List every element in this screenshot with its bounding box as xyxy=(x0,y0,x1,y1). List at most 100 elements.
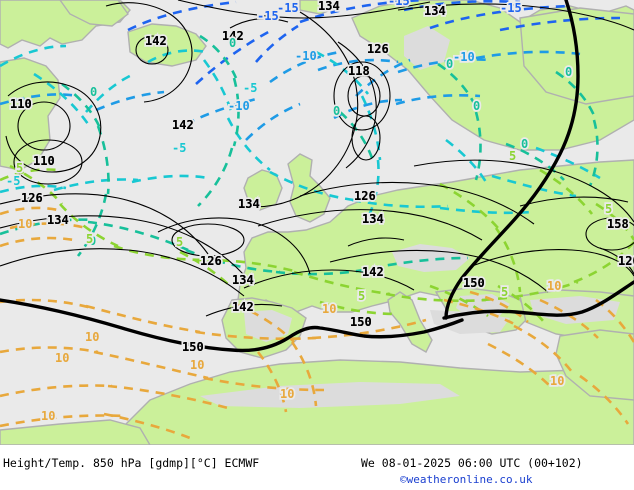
svg-text:134: 134 xyxy=(47,213,69,227)
svg-text:5: 5 xyxy=(501,285,508,299)
isotherm-label-5-24: 55 xyxy=(603,200,614,218)
svg-text:5: 5 xyxy=(16,161,23,175)
svg-text:134: 134 xyxy=(232,273,254,287)
svg-text:10: 10 xyxy=(550,374,564,388)
svg-text:142: 142 xyxy=(362,265,384,279)
isotherm-zero-dashed xyxy=(0,34,599,276)
contour-110-a xyxy=(17,101,71,151)
svg-text:0: 0 xyxy=(333,104,340,118)
svg-text:142: 142 xyxy=(222,29,244,43)
svg-text:-5: -5 xyxy=(6,174,20,188)
isotherm-minus10 xyxy=(0,50,581,141)
svg-text:134: 134 xyxy=(47,213,69,227)
svg-text:-15: -15 xyxy=(257,9,279,23)
svg-text:5: 5 xyxy=(176,235,183,249)
svg-text:134: 134 xyxy=(318,0,340,13)
isotherm-label-0-17: 00 xyxy=(519,135,530,153)
svg-text:10: 10 xyxy=(550,374,564,388)
isotherm-label-0-12: 00 xyxy=(227,34,238,52)
svg-text:150: 150 xyxy=(463,276,485,290)
contour-142-gl xyxy=(105,2,193,103)
svg-text:5: 5 xyxy=(176,235,183,249)
svg-text:10: 10 xyxy=(190,358,204,372)
isotherm-label-0-13: 00 xyxy=(331,102,342,120)
svg-text:-10: -10 xyxy=(228,99,250,113)
isotherm-label-5-22: 55 xyxy=(507,147,518,165)
svg-text:0: 0 xyxy=(473,99,480,113)
svg-text:-5: -5 xyxy=(243,81,257,95)
svg-text:126: 126 xyxy=(21,191,43,205)
svg-text:126: 126 xyxy=(200,254,222,268)
svg-text:126: 126 xyxy=(21,191,43,205)
svg-text:0: 0 xyxy=(89,234,96,248)
svg-text:134: 134 xyxy=(362,212,384,226)
svg-text:5: 5 xyxy=(86,232,93,246)
svg-text:142: 142 xyxy=(362,265,384,279)
contour-126-atl xyxy=(0,193,209,255)
svg-text:0: 0 xyxy=(473,99,480,113)
svg-text:0: 0 xyxy=(446,57,453,71)
svg-text:10: 10 xyxy=(322,302,336,316)
zero-line-east xyxy=(444,0,580,320)
svg-text:0: 0 xyxy=(333,104,340,118)
isotherm-label-minus15-0: -15-15 xyxy=(275,0,300,17)
svg-text:0: 0 xyxy=(565,65,572,79)
svg-text:10: 10 xyxy=(41,409,55,423)
height-contour-layer xyxy=(0,0,634,317)
svg-text:134: 134 xyxy=(238,197,260,211)
svg-text:-15: -15 xyxy=(277,1,299,15)
contour-142-right xyxy=(229,18,289,29)
zero-line-med xyxy=(442,280,634,320)
svg-text:110: 110 xyxy=(33,154,55,168)
svg-text:150: 150 xyxy=(182,340,204,354)
svg-text:10: 10 xyxy=(55,351,69,365)
svg-text:-10: -10 xyxy=(453,50,475,64)
chart-footer: Height/Temp. 850 hPa [gdmp][°C] ECMWF We… xyxy=(0,445,634,490)
isotherm-label-minus5-9: -5-5 xyxy=(241,79,259,97)
contour-110-b xyxy=(13,139,83,185)
isotherm-label-0-16: 00 xyxy=(563,63,574,81)
isotherm-label-5-18: 55 xyxy=(14,159,25,177)
svg-text:118: 118 xyxy=(348,64,370,78)
svg-text:10: 10 xyxy=(55,351,69,365)
contour-150-east xyxy=(471,249,634,277)
svg-text:110: 110 xyxy=(33,154,55,168)
svg-text:-15: -15 xyxy=(500,1,522,15)
svg-text:10: 10 xyxy=(547,279,561,293)
isotherm-minus5 xyxy=(0,44,601,219)
terrain-sahara xyxy=(200,382,460,408)
svg-text:5: 5 xyxy=(605,202,612,216)
svg-text:10: 10 xyxy=(547,279,561,293)
svg-text:10: 10 xyxy=(280,387,294,401)
svg-text:110: 110 xyxy=(10,97,32,111)
contour-110-c xyxy=(5,81,102,173)
contour-134-atl xyxy=(0,215,251,283)
terrain-scandinavia-mtn xyxy=(404,26,450,70)
weather-map[interactable]: 110 110 110 110 142 142 142 142 142 142 134 134 134 1… xyxy=(0,0,634,445)
svg-text:5: 5 xyxy=(501,285,508,299)
contour-120-e xyxy=(599,247,634,275)
terrain-patch-layer xyxy=(200,26,620,408)
svg-text:0: 0 xyxy=(521,137,528,151)
contour-126-low-b xyxy=(337,41,377,169)
svg-text:10: 10 xyxy=(190,358,204,372)
svg-text:5: 5 xyxy=(16,161,23,175)
contour-small-high-b xyxy=(157,217,311,275)
svg-text:0: 0 xyxy=(90,85,97,99)
svg-text:126: 126 xyxy=(367,42,389,56)
